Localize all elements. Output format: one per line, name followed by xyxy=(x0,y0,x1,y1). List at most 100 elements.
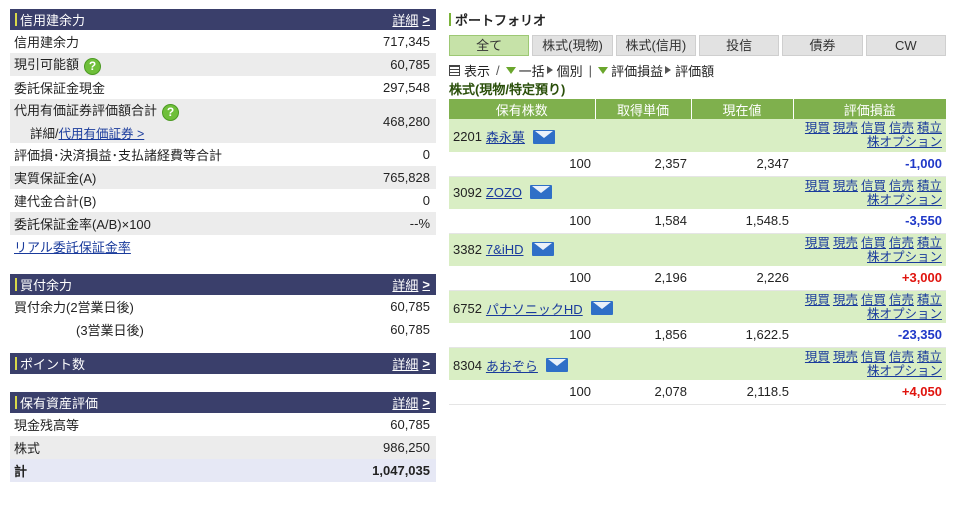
stock-cost: 1,856 xyxy=(595,323,691,348)
stock-option-link[interactable]: 株オプション xyxy=(866,363,942,378)
chevron-right-icon: > xyxy=(422,395,430,410)
action-sell-margin-link[interactable]: 信売 xyxy=(888,235,914,250)
credit-row: 委託保証金率(A/B)×100 --% xyxy=(10,212,436,235)
stock-option-link[interactable]: 株オプション xyxy=(866,135,942,149)
individual-view-link[interactable]: 個別 xyxy=(556,63,583,79)
stock-name-link[interactable]: パナソニックHD xyxy=(485,301,583,317)
action-buy-margin-link[interactable]: 信買 xyxy=(860,292,886,307)
chevron-right-icon: > xyxy=(422,277,430,292)
mail-icon[interactable] xyxy=(531,242,554,256)
action-accumulate-link[interactable]: 積立 xyxy=(916,349,942,364)
col-price: 現在値 xyxy=(691,99,794,119)
credit-detail-link[interactable]: 詳細 > xyxy=(392,12,430,28)
stock-price: 1,622.5 xyxy=(691,323,793,348)
stock-cost: 2,078 xyxy=(595,380,691,405)
action-accumulate-link[interactable]: 積立 xyxy=(916,292,942,307)
buying-row: (3営業日後) 60,785 xyxy=(76,322,430,338)
help-icon[interactable]: ? xyxy=(84,57,102,75)
stock-cost: 2,196 xyxy=(595,266,691,291)
action-buy-cash-link[interactable]: 現買 xyxy=(804,349,830,364)
action-buy-cash-link[interactable]: 現買 xyxy=(804,235,830,250)
stock-price: 1,548.5 xyxy=(691,209,793,234)
stock-name-link[interactable]: ZOZO xyxy=(485,184,523,200)
action-accumulate-link[interactable]: 積立 xyxy=(916,235,942,250)
action-sell-margin-link[interactable]: 信売 xyxy=(888,121,914,135)
assets-row: 株式 986,250 xyxy=(10,436,436,459)
mail-icon[interactable] xyxy=(545,358,568,372)
action-buy-cash-link[interactable]: 現買 xyxy=(804,292,830,307)
stock-code: 3092 xyxy=(453,184,482,200)
credit-row: 実質保証金(A) 765,828 xyxy=(10,166,436,189)
action-buy-margin-link[interactable]: 信買 xyxy=(860,349,886,364)
display-label: 表示 xyxy=(464,63,491,79)
stock-option-link[interactable]: 株オプション xyxy=(866,306,942,321)
chevron-right-icon: > xyxy=(422,12,430,27)
credit-title: 信用建余力 xyxy=(20,13,86,28)
help-icon[interactable]: ? xyxy=(162,103,180,121)
credit-row: 建代金合計(B) 0 xyxy=(14,193,430,209)
stock-qty: 100 xyxy=(449,152,595,177)
value-view-link[interactable]: 評価額 xyxy=(675,63,715,79)
assets-total-row: 計 1,047,035 xyxy=(10,459,436,482)
assets-section-header: 保有資産評価 詳細 > xyxy=(10,392,436,413)
buying-row: 買付余力(2営業日後) 60,785 xyxy=(14,299,430,315)
mail-icon[interactable] xyxy=(530,185,553,199)
stock-name-row: 6752 パナソニックHD 現買 現売 信買 信売 積立 株オプション xyxy=(449,290,946,323)
stock-name-link[interactable]: 森永菓 xyxy=(485,130,525,145)
action-accumulate-link[interactable]: 積立 xyxy=(916,121,942,135)
stock-data-row: 100 1,584 1,548.5 -3,550 xyxy=(449,209,946,234)
tab-stock-margin[interactable]: 株式(信用) xyxy=(615,35,696,56)
buying-title: 買付余力 xyxy=(20,278,73,293)
tab-bonds[interactable]: 債券 xyxy=(782,35,863,56)
tab-all[interactable]: 全て xyxy=(449,35,530,56)
action-accumulate-link[interactable]: 積立 xyxy=(916,178,942,193)
action-sell-cash-link[interactable]: 現売 xyxy=(832,121,858,135)
action-buy-cash-link[interactable]: 現買 xyxy=(804,121,830,135)
stock-data-row: 100 2,078 2,118.5 +4,050 xyxy=(449,380,946,405)
stock-name-link[interactable]: 7&iHD xyxy=(485,241,524,257)
portfolio-panel: ポートフォリオ 全て 株式(現物) 株式(信用) 投信 債券 CW 表示 / 一… xyxy=(449,9,946,405)
stock-qty: 100 xyxy=(449,266,595,291)
collateral-securities-link[interactable]: 代用有価証券 > xyxy=(58,126,145,141)
stock-cost: 1,584 xyxy=(595,209,691,234)
action-sell-cash-link[interactable]: 現売 xyxy=(832,235,858,250)
action-sell-margin-link[interactable]: 信売 xyxy=(888,292,914,307)
tab-cw[interactable]: CW xyxy=(865,35,946,56)
pl-view-link[interactable]: 評価損益 xyxy=(611,63,664,79)
action-buy-cash-link[interactable]: 現買 xyxy=(804,178,830,193)
action-buy-margin-link[interactable]: 信買 xyxy=(860,235,886,250)
stock-qty: 100 xyxy=(449,323,595,348)
action-sell-margin-link[interactable]: 信売 xyxy=(888,349,914,364)
action-sell-cash-link[interactable]: 現売 xyxy=(832,349,858,364)
stock-name-row: 3382 7&iHD 現買 現売 信買 信売 積立 株オプション xyxy=(449,233,946,266)
list-icon xyxy=(449,64,460,76)
points-detail-link[interactable]: 詳細 > xyxy=(392,356,430,372)
tab-funds[interactable]: 投信 xyxy=(698,35,780,56)
action-sell-margin-link[interactable]: 信売 xyxy=(888,178,914,193)
stock-name-row: 2201 森永菓 現買 現売 信買 信売 積立 株オプション xyxy=(449,119,946,152)
col-cost: 取得単価 xyxy=(595,99,692,119)
left-panel: 信用建余力 詳細 > 信用建余力 717,345 現引可能額? 60,785 委託保証… xyxy=(10,9,436,482)
action-sell-cash-link[interactable]: 現売 xyxy=(832,292,858,307)
mail-icon[interactable] xyxy=(590,301,613,315)
buying-detail-link[interactable]: 詳細 > xyxy=(392,277,430,293)
tab-stock-cash[interactable]: 株式(現物) xyxy=(532,35,613,56)
credit-row: 委託保証金現金 297,548 xyxy=(14,80,430,96)
portfolio-table: 保有株数 取得単価 現在値 評価損益 2201 森永菓 現買 現売 信買 信売 積立 株… xyxy=(449,99,946,405)
action-buy-margin-link[interactable]: 信買 xyxy=(860,121,886,135)
portfolio-title: ポートフォリオ xyxy=(449,9,946,29)
real-margin-rate-link[interactable]: リアル委託保証金率 xyxy=(14,240,131,255)
stock-option-link[interactable]: 株オプション xyxy=(866,192,942,207)
stock-name-link[interactable]: あおぞら xyxy=(485,358,538,374)
bulk-view-link[interactable]: 一括 xyxy=(518,63,545,79)
portfolio-toolbar: 表示 / 一括 個別 | 評価損益 評価額 xyxy=(449,59,946,81)
assets-detail-link[interactable]: 詳細 > xyxy=(392,395,430,411)
stock-code: 2201 xyxy=(453,129,482,144)
action-buy-margin-link[interactable]: 信買 xyxy=(860,178,886,193)
stock-code: 3382 xyxy=(453,241,482,257)
col-pl: 評価損益 xyxy=(793,99,946,119)
stock-cost: 2,357 xyxy=(595,152,691,177)
stock-option-link[interactable]: 株オプション xyxy=(866,249,942,264)
mail-icon[interactable] xyxy=(532,129,555,144)
action-sell-cash-link[interactable]: 現売 xyxy=(832,178,858,193)
